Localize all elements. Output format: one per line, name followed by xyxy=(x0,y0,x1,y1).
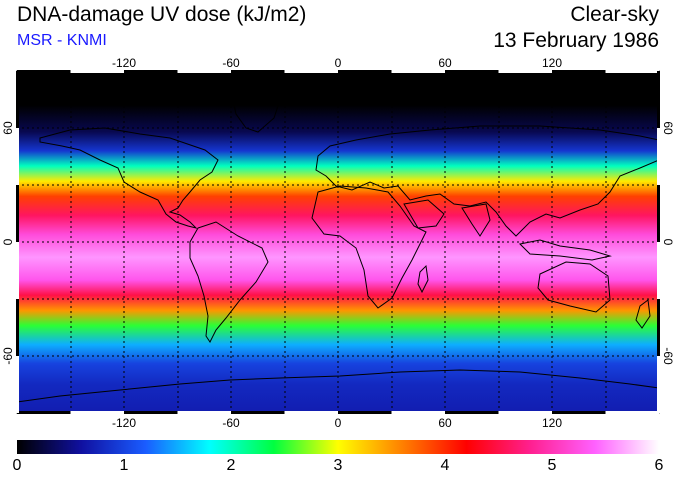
scale-bar-segment xyxy=(70,70,124,73)
coast-north-america xyxy=(39,127,219,229)
scale-bar-segment xyxy=(16,128,19,185)
lon-tick-label-bottom: 60 xyxy=(438,416,452,430)
coast-south-america xyxy=(189,221,269,343)
colorbar xyxy=(17,440,659,454)
lat-tick-label-right: -60 xyxy=(661,347,675,365)
lat-tick-label-right: 60 xyxy=(661,121,675,135)
coast-eurasia xyxy=(315,125,659,237)
coast-madagascar xyxy=(417,264,429,294)
lat-tick-label-left: -60 xyxy=(1,347,15,365)
scale-bar-segment xyxy=(552,411,606,414)
data-source-label: MSR - KNMI xyxy=(17,32,107,49)
scale-bar-segment xyxy=(284,411,338,414)
coast-india xyxy=(461,203,491,237)
scale-bar-segment xyxy=(657,185,660,242)
colorbar-tick-label: 5 xyxy=(547,457,557,474)
scale-bar-segment xyxy=(657,71,660,128)
scale-bar-segment xyxy=(657,242,660,299)
scale-bar-segment xyxy=(445,70,499,73)
frame-scale-bars xyxy=(16,70,660,414)
lon-tick-label-top: 0 xyxy=(335,56,342,70)
colorbar-tick-label: 4 xyxy=(440,457,450,474)
coast-africa xyxy=(311,185,427,309)
scale-bar-segment xyxy=(16,242,19,299)
colorbar-tick-label: 6 xyxy=(654,457,664,474)
coast-antarctica xyxy=(17,369,659,403)
coastlines xyxy=(17,91,659,403)
lon-tick-label-bottom: -120 xyxy=(112,416,136,430)
colorbar-tick-label: 2 xyxy=(226,457,236,474)
lon-tick-label-top: 60 xyxy=(438,56,452,70)
scale-bar-segment xyxy=(70,411,124,414)
lon-tick-label-top: 120 xyxy=(542,56,562,70)
scale-bar-segment xyxy=(445,411,499,414)
colorbar-tick-label: 1 xyxy=(119,457,129,474)
lon-tick-label-top: -120 xyxy=(112,56,136,70)
scale-bar-segment xyxy=(338,411,392,414)
scale-bar-segment xyxy=(16,299,19,356)
coast-indonesia xyxy=(518,239,612,261)
scale-bar-segment xyxy=(657,356,660,413)
scale-bar-segment xyxy=(177,411,231,414)
lon-tick-label-top: -60 xyxy=(222,56,240,70)
lat-tick-label-left: 60 xyxy=(1,121,15,135)
lon-tick-label-bottom: -60 xyxy=(222,416,240,430)
scale-bar-segment xyxy=(231,70,285,73)
map-title: DNA-damage UV dose (kJ/m2) xyxy=(17,3,307,26)
scale-bar-segment xyxy=(657,299,660,356)
sky-condition-label: Clear-sky xyxy=(570,3,659,26)
scale-bar-segment xyxy=(231,411,285,414)
coast-australia xyxy=(537,261,611,313)
scale-bar-segment xyxy=(391,70,445,73)
lat-tick-label-left: 0 xyxy=(1,238,15,245)
scale-bar-segment xyxy=(16,185,19,242)
scale-bar-segment xyxy=(177,70,231,73)
graticule xyxy=(17,71,659,413)
scale-bar-segment xyxy=(124,70,178,73)
scale-bar-segment xyxy=(16,356,19,413)
coast-greenland xyxy=(231,91,281,133)
lat-tick-label-right: 0 xyxy=(661,239,675,246)
scale-bar-segment xyxy=(16,71,19,128)
scale-bar-segment xyxy=(498,411,552,414)
lon-tick-label-bottom: 120 xyxy=(542,416,562,430)
lon-tick-label-bottom: 0 xyxy=(335,416,342,430)
scale-bar-segment xyxy=(284,70,338,73)
scale-bar-segment xyxy=(17,70,71,73)
scale-bar-segment xyxy=(124,411,178,414)
coast-arabia xyxy=(403,199,445,229)
scale-bar-segment xyxy=(605,411,659,414)
colorbar-tick-label: 0 xyxy=(12,457,22,474)
scale-bar-segment xyxy=(498,70,552,73)
coast-new-zealand xyxy=(635,299,651,329)
scale-bar-segment xyxy=(605,70,659,73)
scale-bar-segment xyxy=(391,411,445,414)
colorbar-tick-label: 3 xyxy=(333,457,343,474)
axis-labels: -120 -120 -60 -60 0 0 60 60 120 120 60 60 0 0 -60 -60 xyxy=(1,56,675,430)
scale-bar-segment xyxy=(17,411,71,414)
scale-bar-segment xyxy=(338,70,392,73)
scale-bar-segment xyxy=(657,128,660,185)
scale-bar-segment xyxy=(552,70,606,73)
date-label: 13 February 1986 xyxy=(493,29,659,52)
